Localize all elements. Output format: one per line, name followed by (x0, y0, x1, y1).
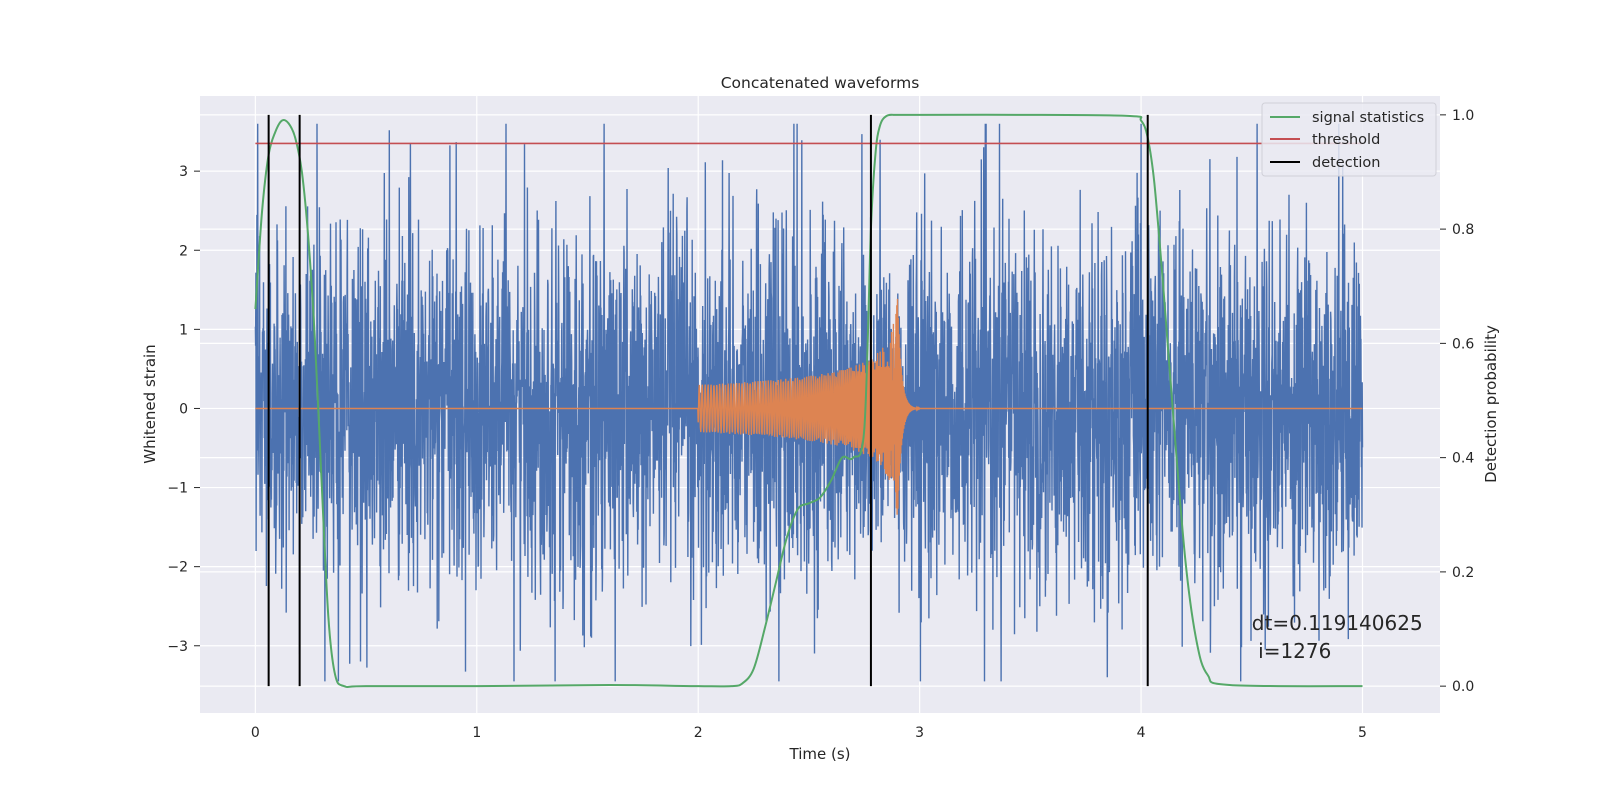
plot-series (254, 113, 1364, 688)
x-tick-label: 3 (915, 725, 924, 741)
legend-box (1261, 102, 1437, 177)
x-tick-label: 0 (251, 725, 260, 741)
annotation-index: i=1276 (1252, 639, 1332, 663)
chirp-series-line (255, 298, 1363, 515)
y-tick-label: −3 (167, 639, 188, 655)
legend: signal statistics threshold detection (1261, 102, 1437, 177)
legend-label-detection: detection (1312, 155, 1380, 171)
annotation: dt=0.119140625 i=1276 (1252, 611, 1423, 663)
y2-tick-label: 0.8 (1452, 222, 1474, 238)
y-tick-label: 1 (179, 322, 188, 338)
y2-tick-label: 0.2 (1452, 565, 1474, 581)
y2-tick-label: 0.0 (1452, 679, 1474, 695)
legend-label-threshold: threshold (1312, 132, 1380, 148)
x-tick-label: 5 (1358, 725, 1367, 741)
x-tick-label: 4 (1137, 725, 1146, 741)
y-tick-label: 0 (179, 401, 188, 417)
y2-axis-label: Detection probability (1482, 325, 1500, 483)
tick-labels: 0 1 2 3 4 5 −3 −2 −1 0 1 2 3 0.0 0.2 0.4 0.6 0.8 1.0 (167, 108, 1474, 741)
y-tick-label: 3 (179, 164, 188, 180)
y-tick-label: −1 (167, 481, 188, 497)
x-axis-label: Time (s) (789, 745, 851, 763)
y-tick-label: 2 (179, 243, 188, 259)
chart-title: Concatenated waveforms (721, 74, 920, 92)
y-tick-label: −2 (167, 560, 188, 576)
y2-tick-label: 1.0 (1452, 108, 1474, 124)
signal-statistics-line (254, 113, 1363, 688)
legend-label-signal-statistics: signal statistics (1312, 110, 1424, 126)
y-axis-label: Whitened strain (141, 344, 159, 463)
y2-tick-label: 0.6 (1452, 336, 1474, 352)
strain-series-line (254, 123, 1364, 682)
annotation-dt: dt=0.119140625 (1252, 611, 1423, 635)
y2-tick-label: 0.4 (1452, 451, 1474, 467)
x-tick-label: 1 (472, 725, 481, 741)
x-tick-label: 2 (694, 725, 703, 741)
